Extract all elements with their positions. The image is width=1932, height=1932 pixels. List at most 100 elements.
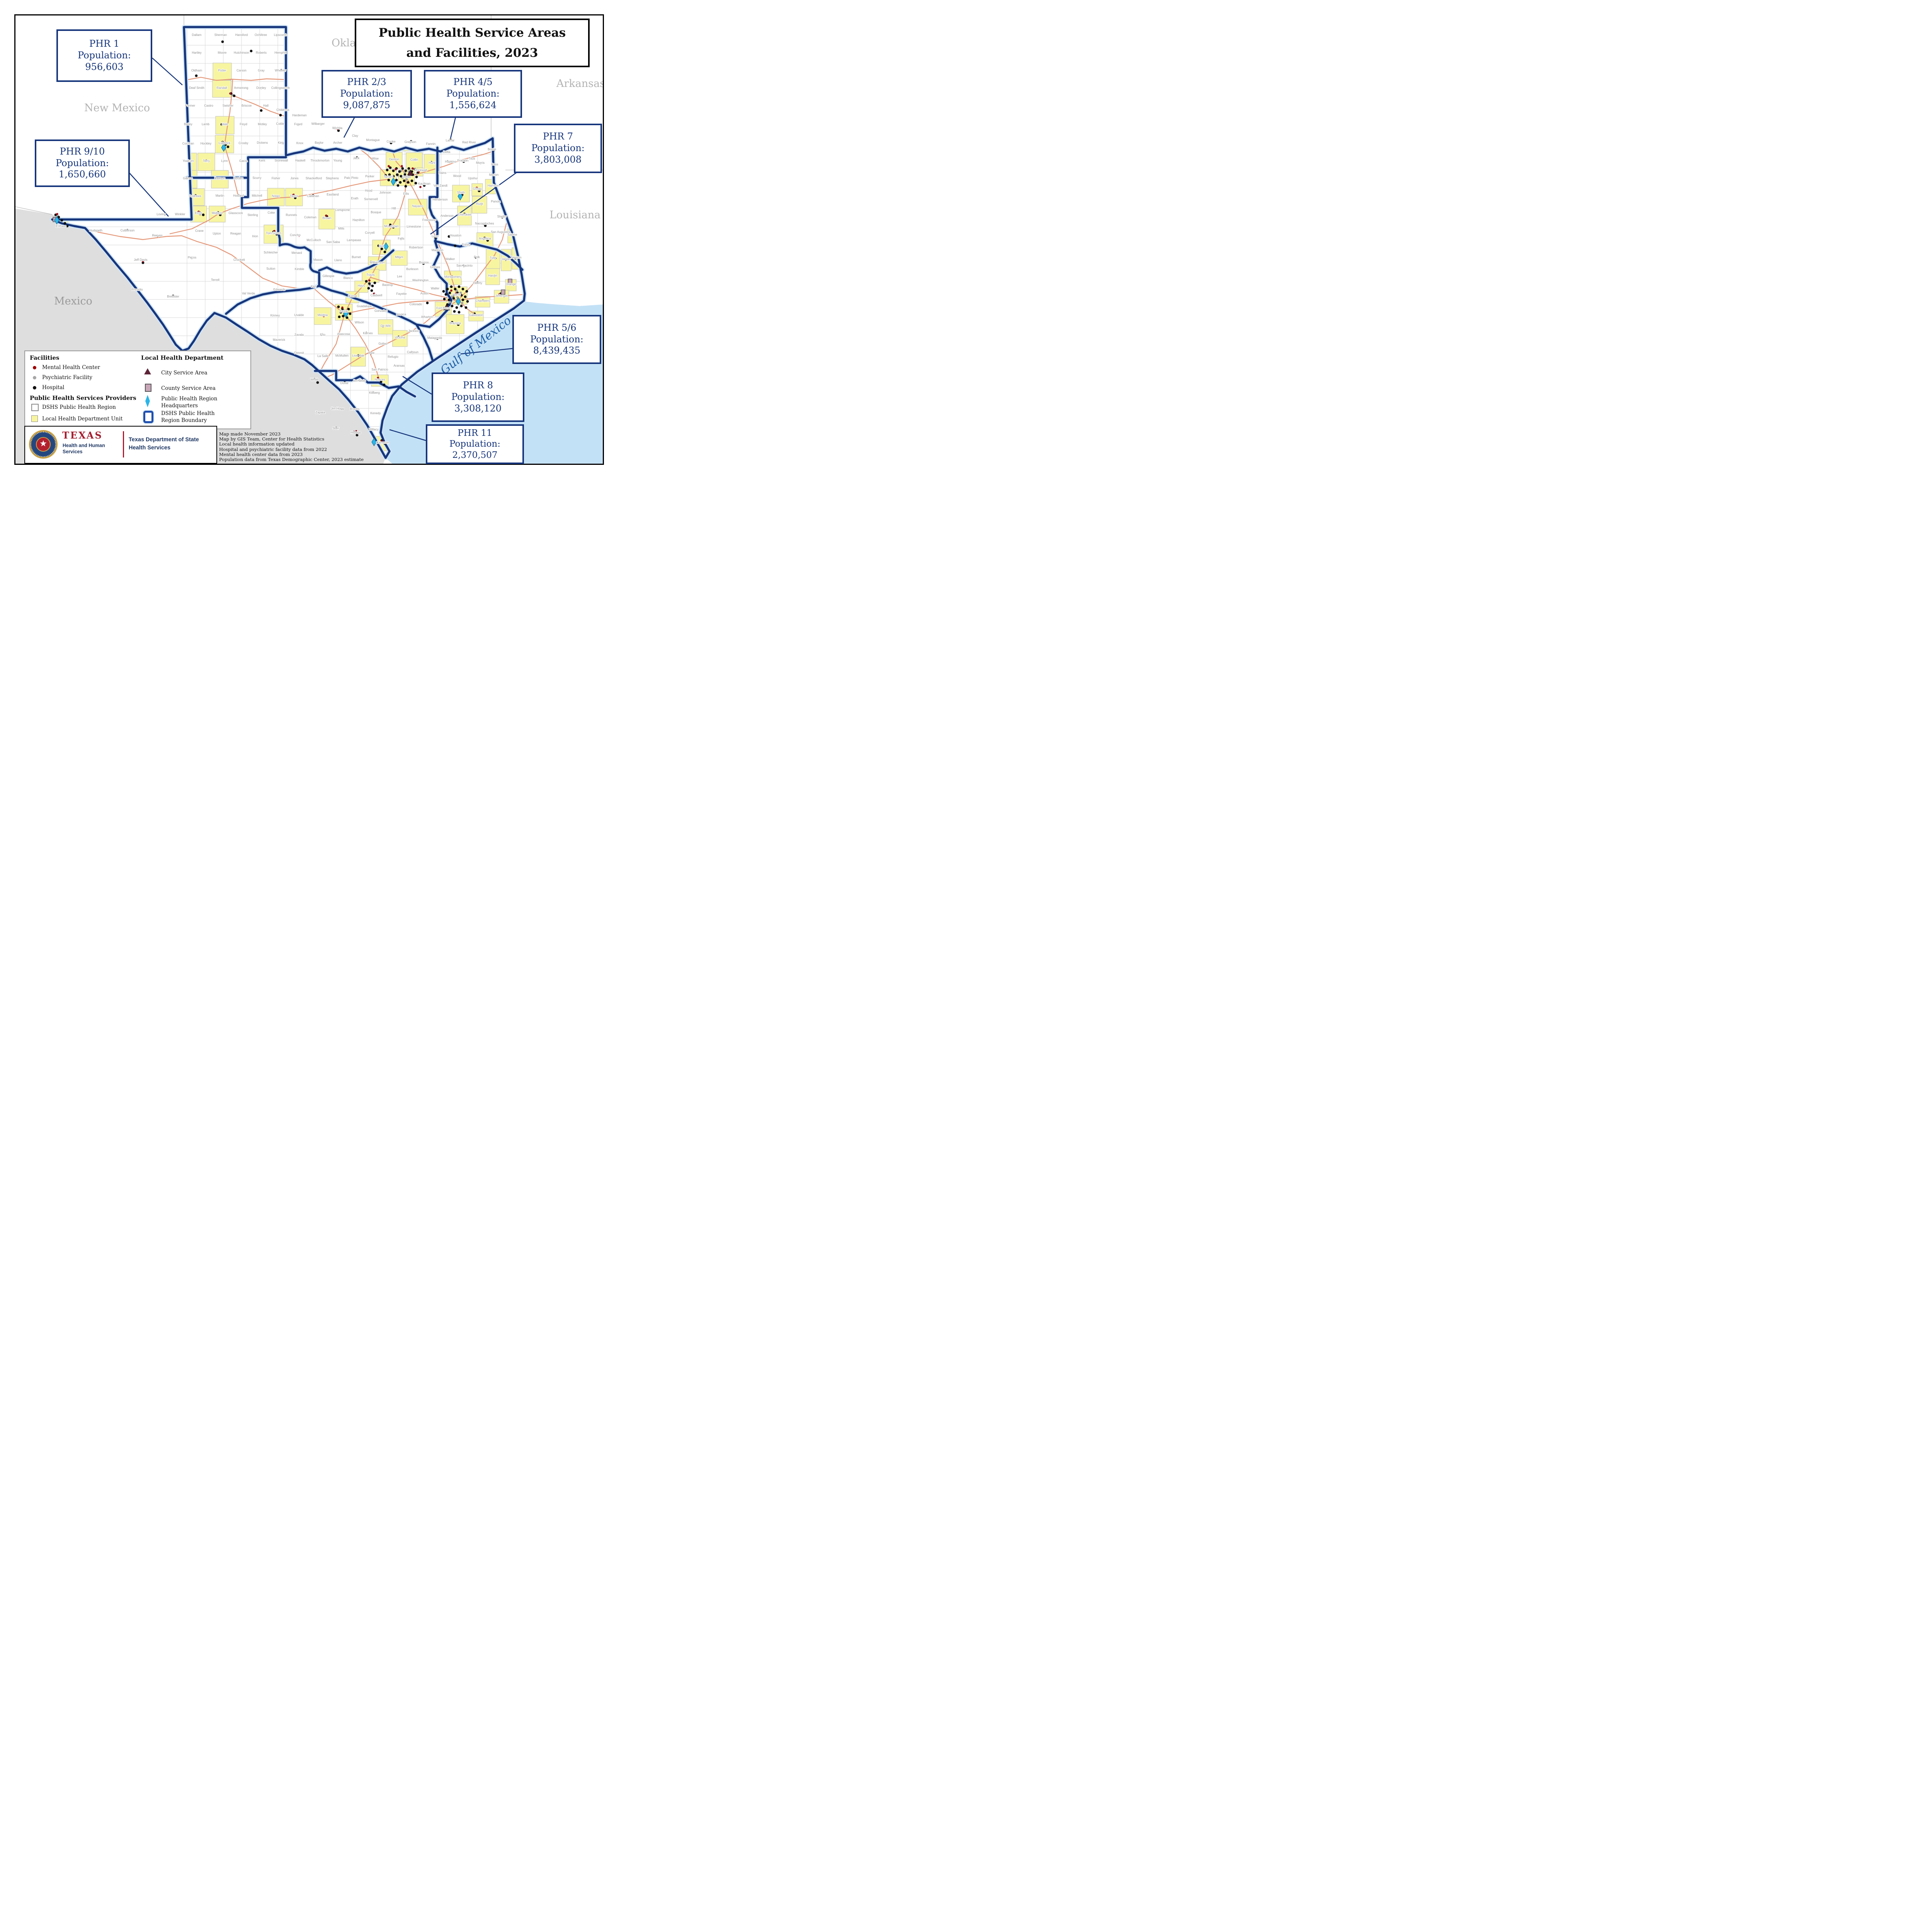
county-label: Leon (432, 235, 439, 238)
county-label: Hill (391, 207, 396, 210)
county-label: Potter (218, 69, 226, 72)
legend-boundary-line1: DSHS Public Health (161, 410, 215, 417)
county-label: Throckmorton (310, 159, 329, 162)
hospital-dot (474, 256, 478, 259)
county-label: Hopkins (445, 160, 456, 163)
county-label: Hardin (488, 274, 497, 277)
hospital-dot (400, 237, 403, 240)
phr1-pop-value: 956,603 (85, 61, 124, 72)
map-overlay: Public Health Service Areas and Faciliti… (15, 15, 603, 464)
county-label: Cottle (276, 122, 284, 126)
hospital-dot (369, 260, 372, 264)
hospital-dot (434, 236, 437, 239)
footer-dept-name: Texas Department of State Health Service… (129, 436, 199, 452)
hospital-dot (454, 244, 457, 247)
hospital-dot (464, 295, 467, 298)
legend-boundary-label: DSHS Public Health Region Boundary (161, 410, 215, 424)
highway (52, 219, 525, 315)
phr-headquarters-marker (391, 177, 396, 186)
county-label: Johnson (379, 191, 391, 194)
hospital-dot (483, 236, 486, 240)
highway (344, 313, 381, 382)
lhd-county-area (212, 80, 231, 98)
county-label: Grayson (405, 140, 416, 144)
hospital-dot (260, 109, 263, 112)
hospital-dot (352, 430, 355, 434)
phr45-pop-label: Population: (446, 88, 500, 99)
hospital-dot (481, 299, 485, 302)
hospital-dot (186, 176, 189, 179)
psychiatric-facility-dot (388, 175, 391, 179)
hospital-dot (371, 284, 374, 287)
county-label: Fort Bend (436, 306, 450, 310)
hospital-dot (205, 159, 208, 162)
county-label: Cooke (386, 140, 396, 143)
hospital-dot (455, 306, 458, 309)
hospital-dot (202, 213, 205, 216)
legend-facilities-header: Facilities (30, 354, 60, 361)
hospital-dot (486, 239, 489, 242)
hospital-dot (387, 179, 390, 182)
county-label: Floyd (240, 122, 247, 126)
county-label: Trinity (462, 243, 470, 247)
county-label: Van Zandt (434, 184, 448, 187)
county-label: Gregg (473, 187, 481, 190)
county-label: La Salle (318, 354, 329, 358)
hospital-dot (156, 234, 159, 237)
county-label: Hansford (235, 33, 248, 37)
credit-line: Population data from Texas Demographic C… (219, 457, 364, 463)
county-label: Deaf Smith (189, 86, 204, 90)
county-label: Dallam (192, 33, 202, 37)
neighbor-state-border (15, 206, 53, 215)
county-label: Hays (358, 284, 365, 287)
legend-hq-line2: Headquarters (161, 403, 198, 409)
hospital-dot (126, 229, 129, 232)
hospital-dot (447, 235, 451, 238)
hospital-dot (221, 141, 224, 144)
county-label: Comal (348, 294, 357, 298)
hospital-dot (343, 381, 346, 384)
texas-hhs-seal: ★ (29, 430, 58, 459)
callout-phr45: PHR 4/5 Population: 1,556,624 (424, 70, 522, 118)
mental-health-center-dot (229, 92, 231, 95)
hospital-dot (195, 74, 198, 77)
county-label: Aransas (393, 364, 405, 367)
county-label: Kent (259, 159, 265, 162)
hospital-dot (275, 233, 278, 236)
county-label: Somervell (364, 197, 378, 201)
county-label: Stonewall (275, 159, 288, 162)
hospital-dot (398, 170, 401, 173)
county-label: Frio (320, 333, 325, 337)
county-label: Erath (351, 197, 358, 200)
legend-hq-label: Public Health Region Headquarters (161, 395, 217, 409)
county-label: Shelby (497, 215, 507, 218)
county-label: Lampasas (347, 238, 361, 242)
county-label: Hardeman (292, 114, 306, 117)
highway (370, 277, 459, 301)
county-label: Lubbock (219, 141, 231, 145)
footer-divider (123, 431, 124, 457)
hospital-dot (233, 94, 236, 97)
phr45-pop-value: 1,556,624 (449, 99, 497, 111)
phr-boundary (429, 146, 439, 242)
hospital-dot (403, 179, 406, 182)
county-label: Winkler (175, 213, 185, 216)
hospital-dot (466, 300, 469, 303)
county-label: Armstrong (234, 86, 248, 90)
county-label: Upshur (468, 177, 478, 180)
phr-boundary (279, 243, 320, 287)
callout-phr23: PHR 2/3 Population: 9,087,875 (321, 70, 412, 118)
county-label: Jasper (502, 257, 511, 261)
psychiatric-facility-dot (461, 301, 464, 304)
hospital-dot (220, 123, 223, 126)
callout-phr11: PHR 11 Population: 2,370,507 (426, 424, 524, 464)
hospital-dot (369, 352, 372, 355)
callout-phr8: PHR 8 Population: 3,308,120 (432, 372, 524, 422)
hospital-dot (388, 173, 391, 176)
county-label: Fannin (426, 142, 435, 146)
hospital-dot (365, 332, 368, 335)
hospital-icon (33, 386, 36, 389)
phr-boundary-icon (143, 411, 153, 423)
hospital-dot (339, 311, 342, 314)
page: Dallam Sherman Hansford Ochiltree Lipscomb Ha… (0, 0, 618, 479)
